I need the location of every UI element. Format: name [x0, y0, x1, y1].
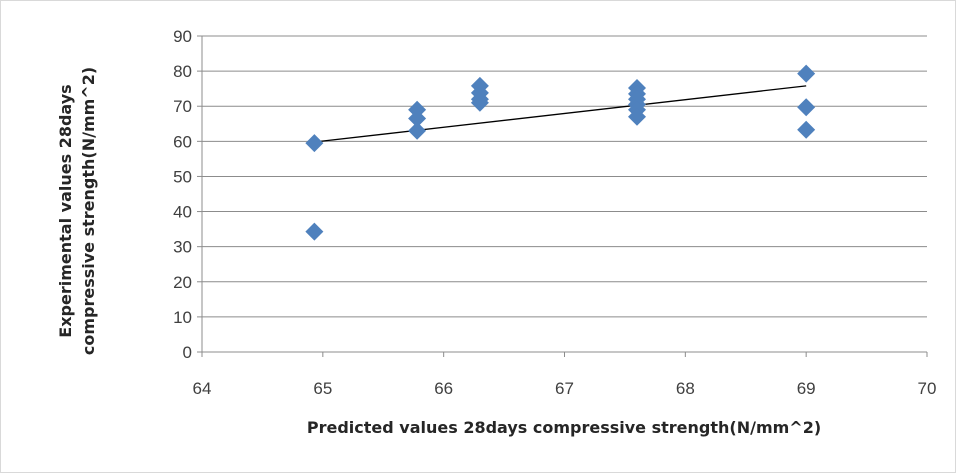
y-tick-label: 70	[173, 97, 192, 116]
data-point	[797, 98, 816, 117]
y-tick-label: 40	[173, 203, 192, 222]
x-axis-title: Predicted values 28days compressive stre…	[307, 418, 821, 437]
y-tick-label: 20	[173, 273, 192, 292]
x-tick-label: 64	[193, 379, 212, 398]
trendline	[314, 85, 807, 143]
y-tick-label: 80	[173, 62, 192, 81]
data-point	[797, 120, 816, 139]
y-tick-label: 30	[173, 238, 192, 257]
y-tick-label: 90	[173, 27, 192, 46]
x-tick-label: 66	[434, 379, 453, 398]
y-axis-title: Experimental values 28days compressive s…	[56, 67, 98, 355]
x-tick-label: 70	[918, 379, 937, 398]
axes: 0 10 20 30 40 50 60 70 80 90 64 65 66 67 68 69 70	[173, 27, 936, 398]
data-point	[628, 107, 646, 126]
x-tick-label: 69	[797, 379, 816, 398]
y-tick-label: 0	[183, 343, 192, 362]
y-tick-label: 60	[173, 132, 192, 151]
y-tick-label: 10	[173, 308, 192, 327]
y-tick-label: 50	[173, 167, 192, 186]
trendline-layer	[314, 85, 807, 143]
y-axis-title-line-1: Experimental values 28days	[56, 84, 75, 337]
y-axis-title-line-2: compressive strength(N/mm^2)	[79, 67, 98, 355]
data-point	[305, 134, 324, 153]
x-tick-label: 65	[313, 379, 332, 398]
x-tick-label: 68	[676, 379, 695, 398]
data-points	[305, 64, 816, 241]
data-point	[408, 109, 427, 128]
data-point	[470, 93, 489, 112]
data-point	[408, 121, 427, 140]
gridlines	[202, 35, 927, 318]
x-tick-label: 67	[555, 379, 574, 398]
data-point	[305, 222, 324, 241]
data-point	[797, 64, 816, 83]
